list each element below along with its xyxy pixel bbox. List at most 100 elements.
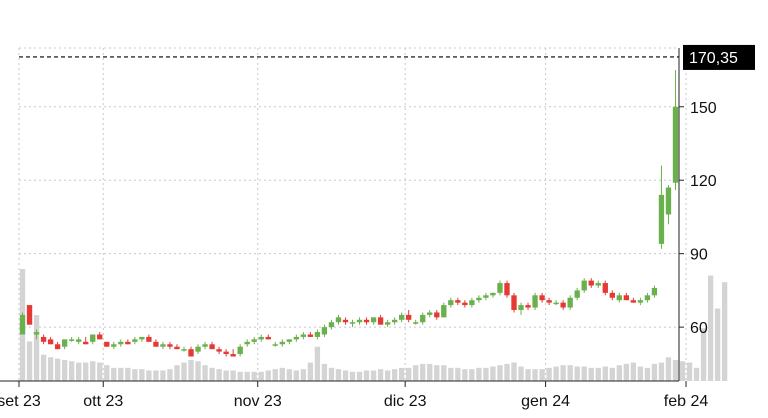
candle-body: [307, 334, 314, 337]
candle-body: [651, 287, 658, 296]
candle-body: [595, 283, 601, 286]
candle-body: [83, 341, 89, 345]
volume-bar: [181, 362, 187, 381]
volume-bar: [700, 328, 707, 381]
volume-bar: [223, 370, 229, 381]
candle-body: [532, 295, 538, 308]
candle-body: [356, 319, 363, 323]
candle-body: [391, 319, 398, 323]
volume-bar: [391, 369, 398, 381]
candle-body: [33, 332, 40, 335]
volume-bar: [420, 363, 426, 381]
y-tick-label: 90: [690, 247, 708, 264]
volume-bar: [139, 369, 145, 381]
candle-body: [97, 334, 103, 340]
candle-body: [623, 295, 630, 301]
candle-body: [518, 305, 524, 310]
volume-bar: [160, 370, 166, 381]
last-price-indicator: 170,35: [19, 44, 755, 70]
volume-bar: [195, 361, 201, 381]
volume-bar: [588, 367, 594, 381]
candle-body: [76, 339, 82, 342]
candle-body: [553, 302, 559, 305]
volume-bar: [637, 366, 644, 381]
volume-bar: [398, 367, 405, 381]
candle-body: [588, 280, 594, 286]
candle-body: [581, 280, 587, 291]
volume-bar: [26, 341, 33, 381]
volume-bar: [111, 367, 117, 381]
candle-body: [448, 300, 454, 306]
volume-bar: [209, 367, 215, 381]
volume-bar: [504, 363, 510, 381]
volume-bar: [630, 362, 637, 381]
volume-bar: [363, 370, 370, 381]
candle-body: [384, 322, 391, 325]
candle-body: [300, 334, 307, 337]
candle-body: [441, 305, 447, 318]
volume-bar: [476, 367, 482, 381]
volume-bar: [377, 369, 384, 381]
volume-bar: [370, 370, 377, 381]
volume-bar: [167, 369, 173, 381]
volume-bar: [448, 367, 454, 381]
volume-bar: [721, 282, 728, 381]
volume-bar: [602, 366, 608, 381]
volume-bar: [76, 362, 82, 381]
volume-bar: [427, 363, 433, 381]
volume-bar: [679, 361, 686, 381]
candle-body: [490, 292, 496, 296]
candle-body: [237, 346, 243, 355]
last-price-box: [683, 44, 755, 70]
x-tick-label: feb 24: [664, 393, 709, 410]
candle-body: [483, 295, 489, 298]
candle-body: [104, 341, 110, 347]
candle-body: [406, 314, 412, 320]
candle-body: [195, 346, 201, 352]
volume-bar: [539, 369, 545, 381]
volume-bar: [314, 346, 321, 381]
volume-bar: [97, 362, 103, 381]
candle-body: [497, 283, 503, 293]
volume-bar: [567, 365, 573, 381]
volume-bar: [146, 370, 152, 381]
candle-body: [574, 290, 580, 298]
volume-bar: [658, 362, 665, 381]
volume-bar: [328, 367, 335, 381]
candle-body: [511, 295, 517, 310]
candle-body: [258, 336, 264, 340]
volume-bar: [342, 370, 349, 381]
volume-bar: [356, 371, 363, 381]
candle-body: [167, 344, 173, 347]
candle-body: [146, 336, 152, 342]
candle-body: [314, 332, 321, 337]
candle-body: [216, 349, 222, 352]
y-tick-label: 60: [690, 320, 708, 337]
volume-bar: [518, 366, 524, 381]
candle-body: [476, 297, 482, 301]
candle-body: [265, 336, 271, 340]
candle-body: [118, 341, 124, 345]
candle-body: [462, 302, 468, 306]
volume-bar: [553, 366, 559, 381]
volume-bar: [462, 369, 468, 381]
volume-bar: [672, 359, 679, 381]
volume-bar: [286, 369, 292, 381]
volume-bar: [574, 366, 580, 381]
candle-body: [68, 339, 75, 341]
volume-bar: [441, 365, 447, 381]
candle-body: [434, 312, 440, 318]
volume-bar: [616, 365, 622, 381]
candle-body: [54, 344, 61, 350]
volume-bar: [216, 369, 222, 381]
candle-body: [413, 322, 419, 324]
volume-bar: [384, 370, 391, 381]
candle-body: [153, 341, 159, 347]
x-tick-label: ott 23: [83, 393, 123, 410]
candle-body: [26, 305, 33, 325]
volume-bar: [244, 371, 250, 381]
volume-bar: [483, 367, 489, 381]
volume-bar: [188, 359, 194, 381]
volume-bar: [490, 366, 496, 381]
